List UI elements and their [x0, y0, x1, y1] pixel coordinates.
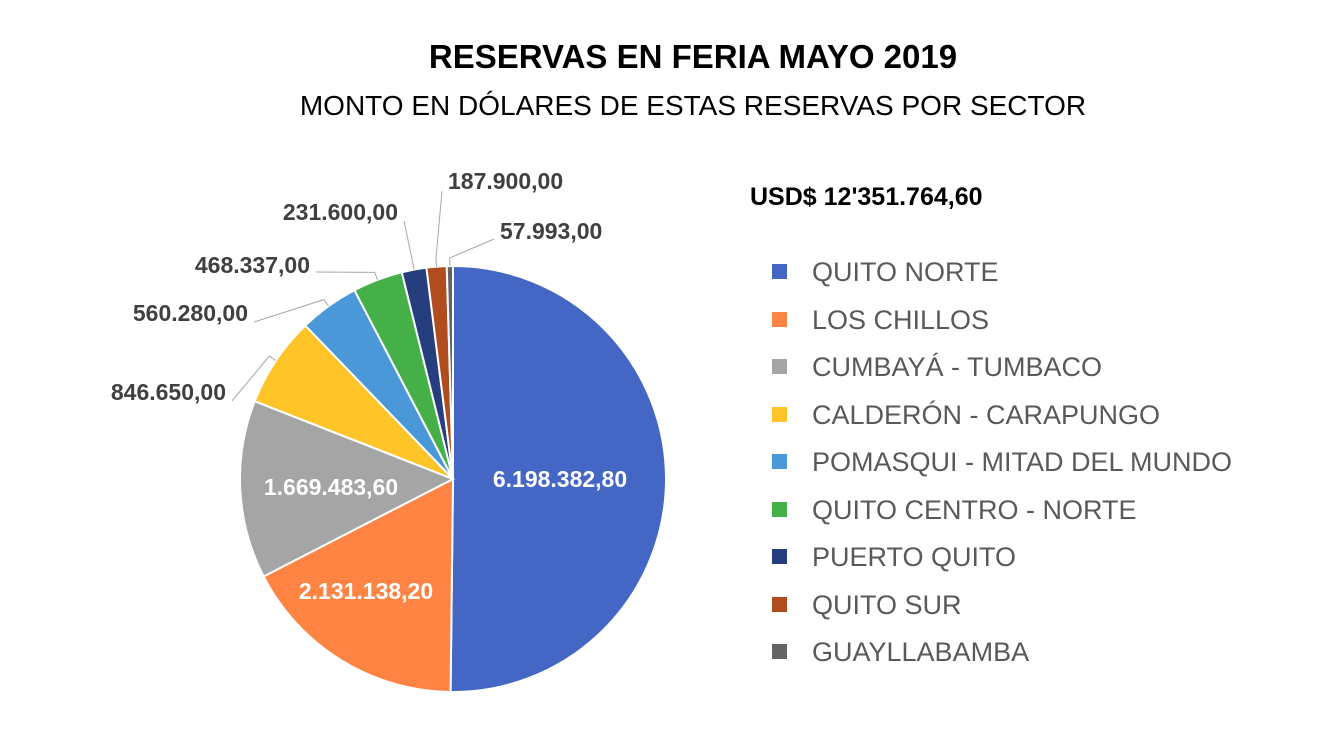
total-amount: USD$ 12'351.764,60 — [750, 183, 983, 211]
legend-label: POMASQUI - MITAD DEL MUNDO — [812, 447, 1233, 477]
pie-slice-cumbay-tumbaco — [239, 399, 456, 578]
legend-label: CALDERÓN - CARAPUNGO — [812, 399, 1161, 430]
legend-label: PUERTO QUITO — [812, 542, 1017, 572]
data-label: 231.600,00 — [283, 199, 398, 225]
legend-swatch — [772, 596, 787, 612]
pie-slice-guayllabamba — [445, 264, 454, 480]
data-label: 2.131.138,20 — [299, 578, 433, 604]
legend-swatch — [772, 406, 787, 422]
leader-line — [403, 220, 415, 270]
data-label: 57.993,00 — [500, 218, 602, 244]
legend-swatch — [772, 264, 787, 279]
pie-slice-los-chillos — [262, 477, 455, 693]
leader-line — [253, 299, 330, 323]
legend-label: QUITO CENTRO - NORTE — [812, 494, 1137, 525]
legend-label: QUITO SUR — [812, 589, 962, 620]
legend-swatch — [772, 454, 787, 469]
legend-swatch — [772, 311, 787, 327]
legend-label: LOS CHILLOS — [812, 304, 990, 335]
data-label: 6.198.382,80 — [493, 466, 627, 492]
legend-label: CUMBAYÁ - TUMBACO — [812, 352, 1103, 382]
legend-label: QUITO NORTE — [812, 257, 999, 287]
legend-swatch — [772, 501, 787, 517]
data-label: 560.280,00 — [133, 300, 248, 326]
data-label: 846.650,00 — [111, 379, 226, 405]
pie-slice-quito-norte — [449, 264, 668, 693]
legend-swatch — [772, 359, 787, 374]
legend-swatch — [772, 549, 787, 564]
chart-subtitle: MONTO EN DÓLARES DE ESTAS RESERVAS POR S… — [299, 90, 1087, 121]
leader-line — [231, 355, 277, 402]
leader-line — [435, 190, 443, 267]
leader-line — [449, 238, 495, 267]
data-label: 187.900,00 — [448, 168, 563, 194]
data-label: 1.669.483,60 — [264, 474, 398, 500]
data-label: 468.337,00 — [195, 252, 310, 278]
leader-line — [315, 271, 379, 280]
chart-title: RESERVAS EN FERIA MAYO 2019 — [428, 38, 958, 75]
legend-swatch — [772, 644, 787, 659]
legend-label: GUAYLLABAMBA — [812, 637, 1030, 667]
